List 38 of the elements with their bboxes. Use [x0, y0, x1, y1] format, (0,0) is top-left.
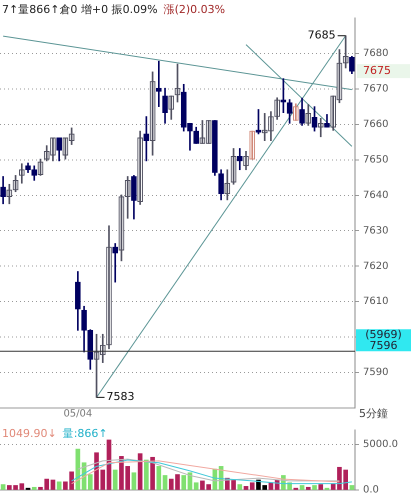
annotation: 1049.90↓	[2, 426, 57, 440]
bar	[56, 481, 62, 490]
y-tick-label: 7640	[363, 190, 388, 201]
y-tick-label: 7670	[363, 84, 388, 95]
text: 漲(2)0.03%	[164, 2, 226, 16]
y-tick-label: 0.0	[363, 484, 379, 496]
bar	[312, 485, 317, 490]
y-tick-label: 7590	[363, 367, 388, 378]
text: 5分鐘	[359, 406, 388, 420]
annotation: 7685	[308, 28, 336, 42]
annotation: 7583	[106, 390, 135, 404]
text: 7↑量866↑倉0 增+0 振0.09%	[2, 2, 158, 16]
bar	[69, 471, 74, 490]
bar	[200, 480, 205, 490]
x-tick-label: 05/04	[63, 408, 92, 420]
bar	[138, 453, 142, 490]
bar	[63, 481, 68, 490]
y-tick-label: 7680	[363, 48, 388, 60]
bar	[206, 484, 211, 490]
bar	[318, 484, 324, 490]
bar	[300, 485, 304, 490]
bar	[132, 472, 136, 490]
text: 7675	[363, 64, 391, 78]
y-tick-label: 7630	[363, 225, 388, 236]
bar	[0, 484, 6, 490]
y-tick-label: 7620	[363, 260, 388, 272]
bar	[306, 486, 311, 490]
bar	[350, 485, 354, 490]
annotation: 量:866↑	[62, 426, 108, 440]
bar	[112, 470, 118, 490]
bar	[237, 484, 242, 490]
y-tick-label: 7660	[363, 118, 388, 130]
bar	[144, 460, 149, 490]
y-tick-label: 5000.0	[363, 439, 398, 450]
y-tick-label: 7650	[363, 154, 388, 166]
bar	[32, 486, 37, 490]
y-tick-label: 7610	[363, 296, 388, 308]
ref-line-label: (5969) 7596	[365, 328, 402, 352]
